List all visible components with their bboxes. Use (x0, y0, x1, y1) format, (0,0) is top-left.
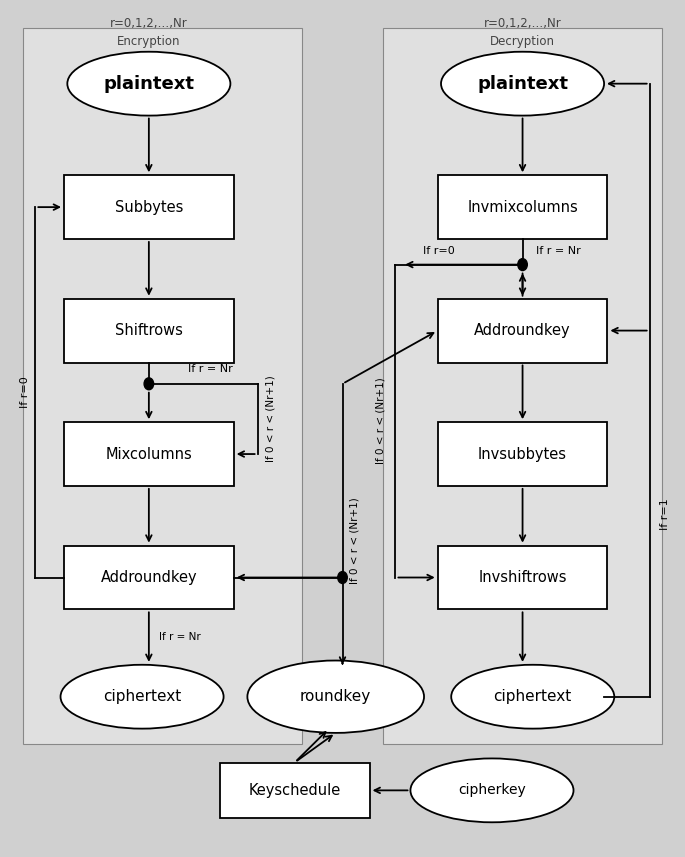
Text: cipherkey: cipherkey (458, 783, 526, 797)
Text: If r=1: If r=1 (660, 498, 670, 530)
Text: Addroundkey: Addroundkey (474, 323, 571, 338)
Text: Keyschedule: Keyschedule (249, 782, 341, 798)
Text: If r=0: If r=0 (20, 376, 30, 408)
Text: Shiftrows: Shiftrows (115, 323, 183, 338)
FancyBboxPatch shape (438, 423, 608, 486)
Text: Mixcolumns: Mixcolumns (105, 446, 192, 462)
FancyBboxPatch shape (64, 298, 234, 363)
Ellipse shape (451, 665, 614, 728)
Ellipse shape (410, 758, 573, 823)
Text: If r = Nr: If r = Nr (536, 246, 581, 256)
Ellipse shape (247, 661, 424, 733)
FancyBboxPatch shape (438, 175, 608, 239)
FancyBboxPatch shape (220, 763, 370, 818)
Circle shape (338, 572, 347, 584)
Text: r=0,1,2,…,Nr
Decryption: r=0,1,2,…,Nr Decryption (484, 17, 562, 48)
FancyBboxPatch shape (23, 28, 301, 744)
Text: roundkey: roundkey (300, 689, 371, 704)
Text: Addroundkey: Addroundkey (101, 570, 197, 585)
FancyBboxPatch shape (384, 28, 662, 744)
Text: r=0,1,2,…,Nr
Encryption: r=0,1,2,…,Nr Encryption (110, 17, 188, 48)
Circle shape (144, 378, 153, 390)
Text: If 0 < r < (Nr+1): If 0 < r < (Nr+1) (266, 375, 276, 462)
Circle shape (518, 259, 527, 271)
Text: plaintext: plaintext (477, 75, 568, 93)
Text: ciphertext: ciphertext (103, 689, 182, 704)
Text: Invshiftrows: Invshiftrows (478, 570, 566, 585)
Text: Invmixcolumns: Invmixcolumns (467, 200, 578, 214)
Ellipse shape (60, 665, 223, 728)
Text: plaintext: plaintext (103, 75, 195, 93)
FancyBboxPatch shape (64, 546, 234, 609)
Ellipse shape (67, 51, 230, 116)
Text: If r = Nr: If r = Nr (159, 632, 201, 642)
FancyBboxPatch shape (438, 546, 608, 609)
Text: If 0 < r < (Nr+1): If 0 < r < (Nr+1) (375, 378, 385, 464)
Text: If r=0: If r=0 (423, 246, 455, 256)
FancyBboxPatch shape (438, 298, 608, 363)
Text: Subbytes: Subbytes (114, 200, 183, 214)
FancyBboxPatch shape (64, 423, 234, 486)
Text: If 0 < r < (Nr+1): If 0 < r < (Nr+1) (349, 497, 360, 584)
FancyBboxPatch shape (64, 175, 234, 239)
Text: Invsubbytes: Invsubbytes (478, 446, 567, 462)
Text: ciphertext: ciphertext (494, 689, 572, 704)
Ellipse shape (441, 51, 604, 116)
Text: If r = Nr: If r = Nr (188, 363, 232, 374)
